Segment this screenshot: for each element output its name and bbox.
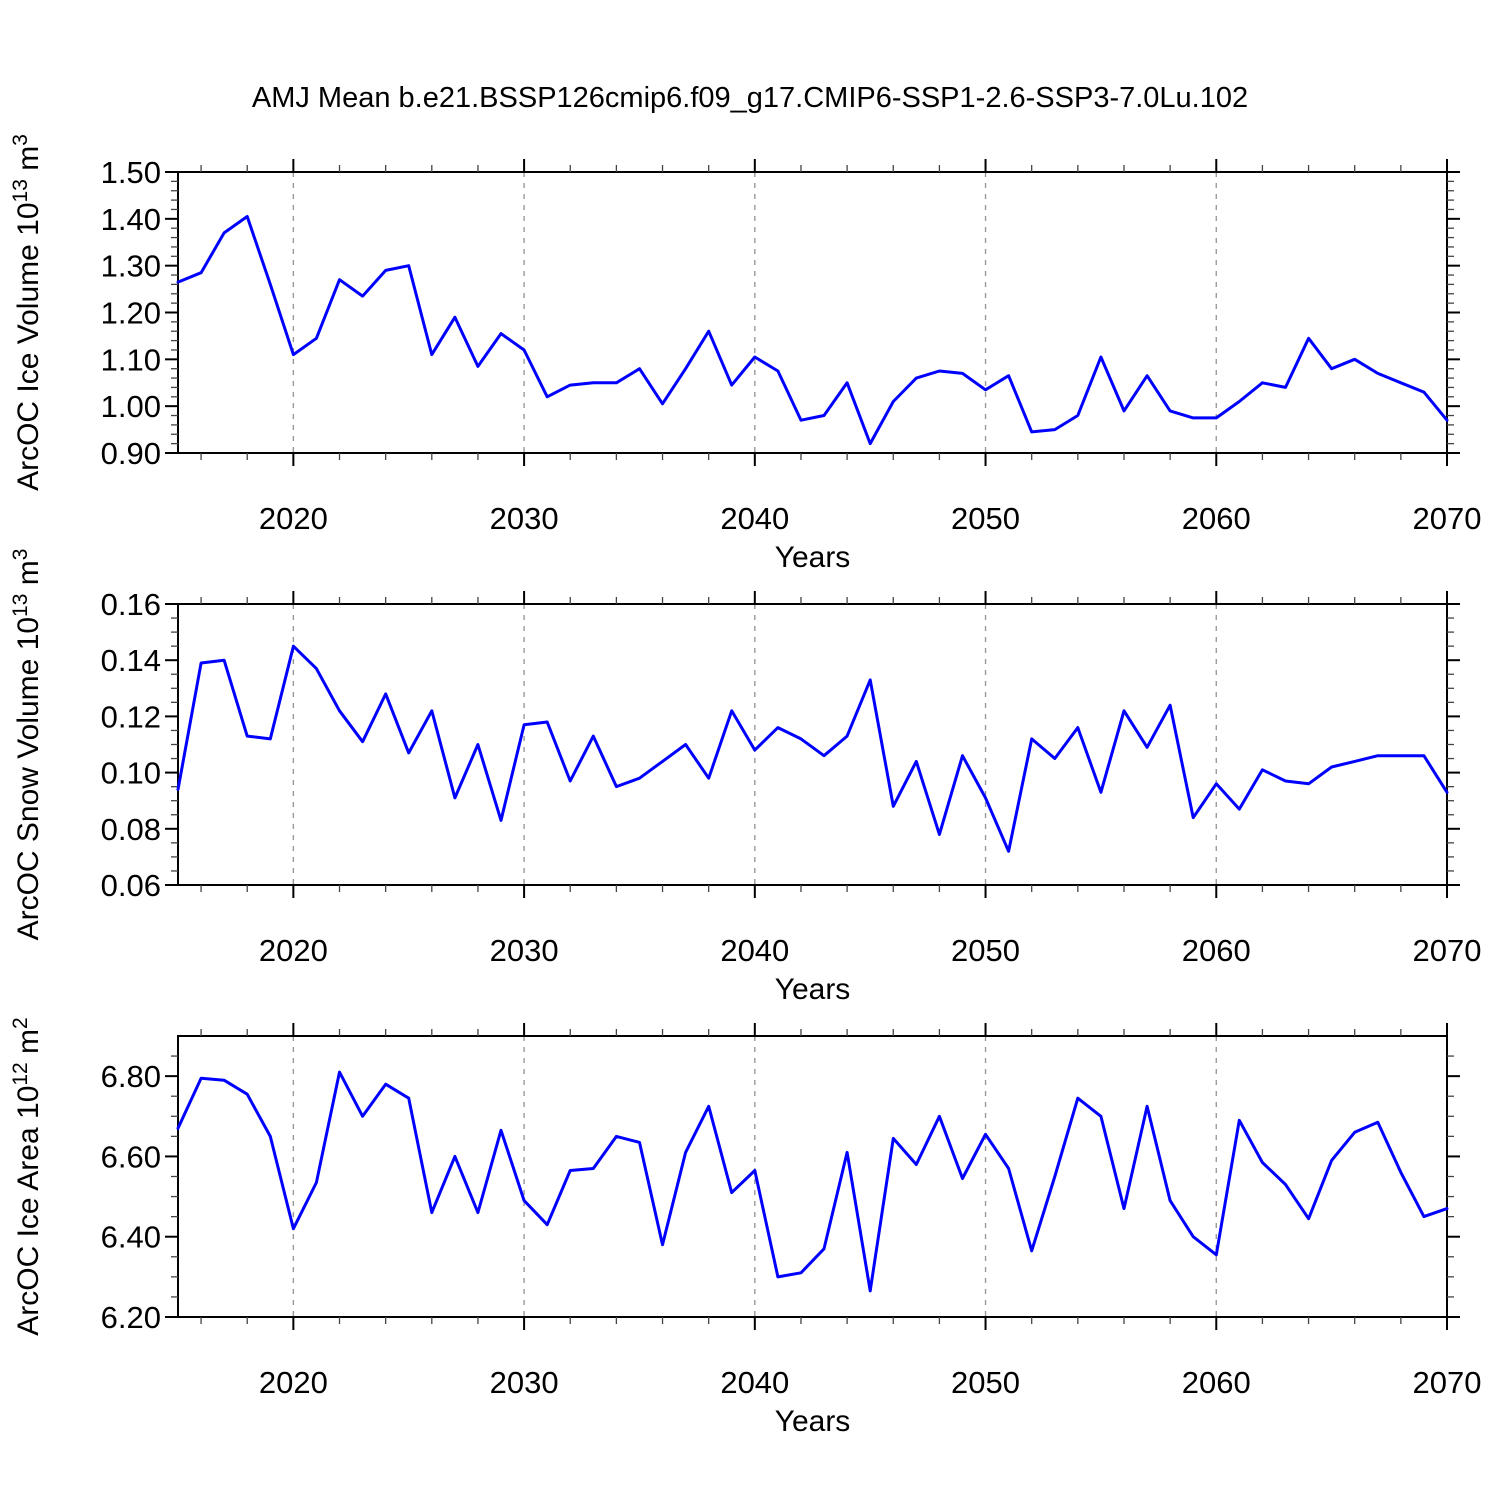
x-tick-label: 2050 [951,933,1020,968]
y-tick-label: 0.16 [101,587,161,622]
x-axis-title: Years [775,1405,851,1438]
panel-frame [177,171,1448,454]
panel-frame [177,1035,1448,1318]
panel-ice-area: 6.20 6.40 6.60 6.80 2020 2030 2040 2050 2060 2070… [9,1017,1481,1438]
y-axis-title: ArcOC Snow Volume 1013 m3 [9,549,45,941]
x-axis-title: Years [775,973,851,1006]
y-tick-label: 6.80 [101,1059,161,1094]
x-tick-label: 2060 [1182,501,1251,536]
y-axis-title: ArcOC Ice Volume 1013 m3 [9,134,45,491]
y-tick-label: 0.10 [101,756,161,791]
y-tick-label: 0.08 [101,812,161,847]
x-tick-label: 2040 [720,1365,789,1400]
y-tick-label: 1.50 [101,155,161,190]
y-tick-label: 0.06 [101,868,161,903]
x-tick-label: 2030 [490,501,559,536]
panel-ice-volume: 0.90 1.00 1.10 1.20 1.30 1.40 1.50 2020 2030 2040… [9,134,1481,574]
x-tick-label: 2050 [951,1365,1020,1400]
data-line-ice-area [176,1070,1449,1293]
x-tick-label: 2050 [951,501,1020,536]
y-tick-label: 1.10 [101,342,161,377]
x-tick-label: 2070 [1413,933,1482,968]
y-tick-label: 1.30 [101,249,161,284]
y-tick-label: 6.60 [101,1139,161,1174]
x-tick-label: 2070 [1413,1365,1482,1400]
y-tick-label: 0.12 [101,699,161,734]
y-tick-label: 1.00 [101,389,161,424]
y-axis-title: ArcOC Ice Area 1012 m2 [9,1017,45,1335]
data-line-snow-volume [176,644,1449,853]
x-tick-label: 2030 [490,933,559,968]
chart-title: AMJ Mean b.e21.BSSP126cmip6.f09_g17.CMIP… [251,82,1249,114]
y-tick-label: 6.20 [101,1300,161,1335]
x-tick-label: 2020 [259,1365,328,1400]
panel-frame [177,603,1448,886]
y-tick-label: 1.40 [101,202,161,237]
x-tick-label: 2040 [720,933,789,968]
y-tick-label: 1.20 [101,296,161,331]
x-tick-label: 2060 [1182,933,1251,968]
y-tick-label: 0.14 [101,643,161,678]
x-tick-label: 2070 [1413,501,1482,536]
x-tick-label: 2030 [490,1365,559,1400]
y-tick-label: 6.40 [101,1220,161,1255]
panel-snow-volume: 0.06 0.08 0.10 0.12 0.14 0.16 2020 2030 2040 2050… [9,549,1481,1006]
x-tick-label: 2020 [259,933,328,968]
data-line-ice-volume [176,215,1449,446]
x-tick-label: 2060 [1182,1365,1251,1400]
x-tick-label: 2040 [720,501,789,536]
y-tick-label: 0.90 [101,436,161,471]
x-tick-label: 2020 [259,501,328,536]
x-axis-title: Years [775,541,851,574]
